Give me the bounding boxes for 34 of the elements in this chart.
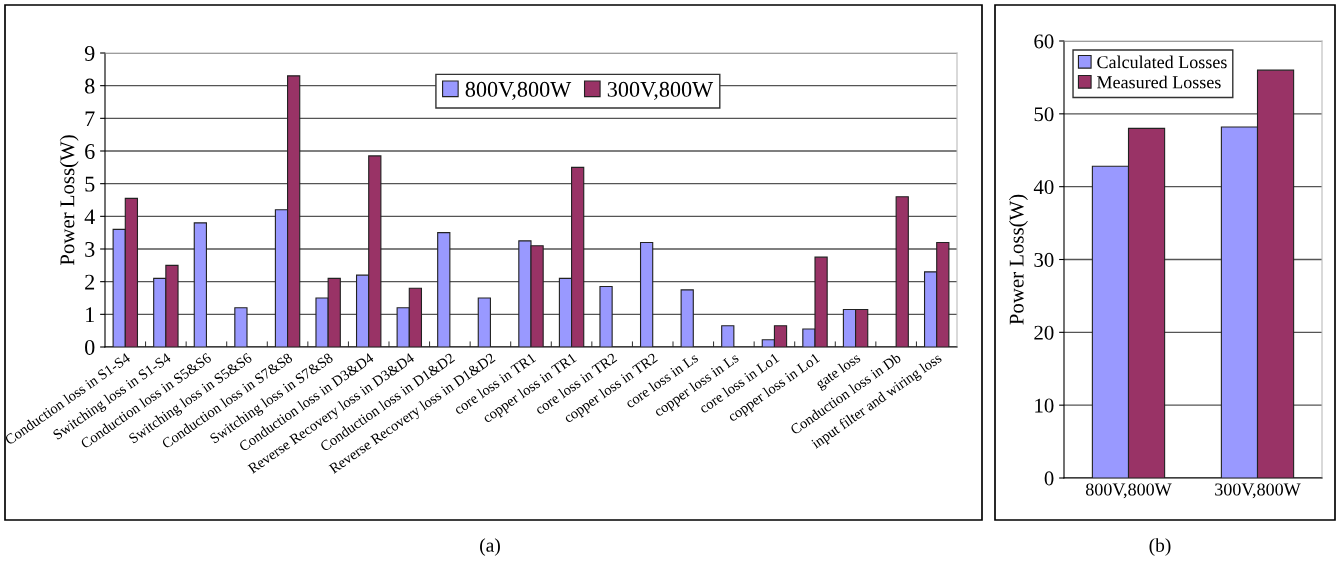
bar bbox=[477, 297, 491, 347]
y-tick-label: 50 bbox=[1034, 107, 1054, 122]
y-tick-label: 0 bbox=[1044, 471, 1054, 486]
y-tick-label: 60 bbox=[1034, 34, 1054, 49]
y-axis-title: Power Loss(W) bbox=[59, 135, 79, 266]
bar bbox=[193, 222, 207, 347]
text: (b) bbox=[1149, 538, 1171, 556]
y-tick-label: 4 bbox=[84, 209, 95, 225]
y-tick-label: 10 bbox=[1035, 398, 1054, 413]
y-tick-label: 2 bbox=[85, 274, 95, 290]
bar bbox=[680, 289, 694, 347]
y-axis-title: Power Loss(W) bbox=[1009, 194, 1028, 325]
y-tick-label: 3 bbox=[85, 241, 95, 257]
y-tick-label: 8 bbox=[85, 78, 95, 94]
y-tick-label: 30 bbox=[1034, 252, 1054, 267]
y-tick-label: 5 bbox=[85, 176, 95, 192]
legend-label: 300V,800W bbox=[607, 81, 714, 101]
y-tick-label: 1 bbox=[86, 307, 94, 323]
legend-label: Measured Losses bbox=[1097, 75, 1221, 89]
y-tick-label: 6 bbox=[85, 143, 95, 159]
bar bbox=[437, 232, 451, 347]
bar bbox=[234, 307, 248, 347]
y-tick-label: 7 bbox=[85, 111, 95, 127]
bar bbox=[639, 241, 654, 347]
bar bbox=[721, 325, 735, 347]
text: (a) bbox=[480, 538, 500, 556]
bar bbox=[599, 286, 613, 347]
legend-label: 800V,800W bbox=[465, 81, 572, 101]
y-tick-label: 0 bbox=[85, 339, 95, 355]
y-tick-label: 20 bbox=[1034, 325, 1054, 340]
y-tick-label: 40 bbox=[1033, 180, 1054, 195]
legend-label: Calculated Losses bbox=[1097, 55, 1227, 69]
y-tick-label: 9 bbox=[84, 45, 95, 61]
bar bbox=[895, 196, 909, 347]
